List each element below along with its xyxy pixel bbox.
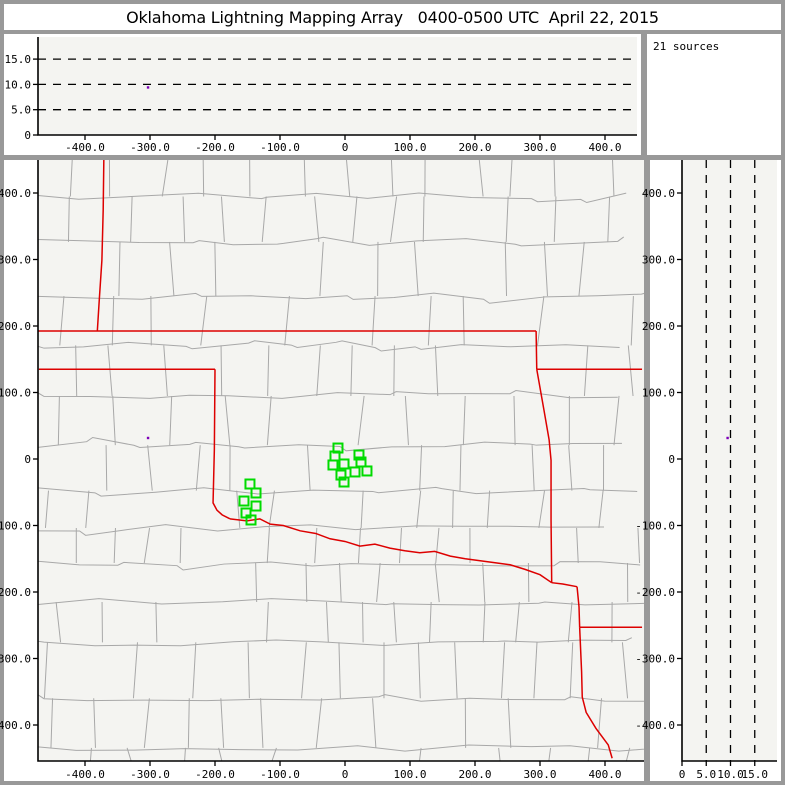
ns-altitude-panel <box>650 160 781 781</box>
window-title: Oklahoma Lightning Mapping Array 0400-05… <box>126 7 659 27</box>
sources-count-label: 21 sources <box>653 40 720 53</box>
plan-view-map-panel <box>4 160 644 781</box>
ew-altitude-panel <box>4 34 641 155</box>
title-bar: Oklahoma Lightning Mapping Array 0400-05… <box>4 4 781 30</box>
sources-panel: 21 sources <box>647 34 781 155</box>
